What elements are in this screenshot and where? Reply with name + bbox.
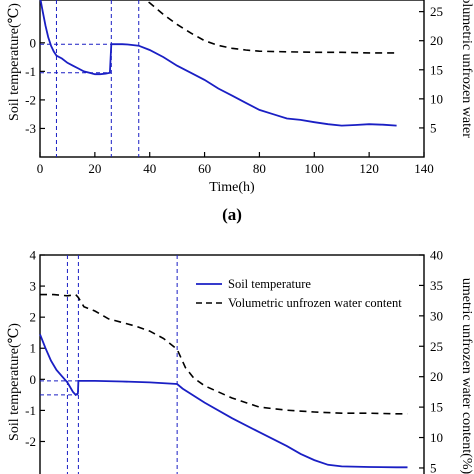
y-left-tick-label: -1 <box>25 403 36 418</box>
guide-lines-a <box>40 0 140 157</box>
y-left-tick-label: -2 <box>25 434 36 449</box>
x-tick-label: 80 <box>253 161 266 176</box>
y-right-tick-label: 25 <box>430 339 443 354</box>
legend: Soil temperature Volumetric unfrozen wat… <box>196 277 402 310</box>
y-right-tick-label: 40 <box>430 248 443 263</box>
x-axis-title-a: Time(h) <box>209 180 255 195</box>
x-tick-label: 40 <box>143 161 156 176</box>
y-right-tick-label: 5 <box>430 460 437 474</box>
y-right-tick-label: 20 <box>430 369 443 384</box>
y-left-tick-label: 0 <box>30 372 37 387</box>
y-left-tick-label: 4 <box>30 248 37 263</box>
x-tick-label: 120 <box>359 161 379 176</box>
y-left-tick-label: -1 <box>25 64 36 79</box>
x-tick-label: 100 <box>305 161 325 176</box>
y-right-tick-label: 20 <box>430 33 443 48</box>
y-right-tick-label: 5 <box>430 120 437 135</box>
y-left-tick-label: -3 <box>25 121 36 136</box>
y-right-tick-label: 15 <box>430 62 443 77</box>
y-right-tick-label: 35 <box>430 278 443 293</box>
soil-temperature-line-a <box>39 0 397 127</box>
chart-panel-a: 0 -1 -2 -3 5 10 15 20 25 0 20 40 60 80 100 120 140 Time(… <box>7 0 474 224</box>
y-right-tick-label: 10 <box>430 430 443 445</box>
y-axis-right-title-a: Volumetric unfrozen water <box>459 0 474 138</box>
ticks-a: 0 -1 -2 -3 5 10 15 20 25 0 20 40 60 80 100 120 140 <box>25 4 443 176</box>
y-left-tick-label: 1 <box>30 341 37 356</box>
x-tick-label: 140 <box>414 161 434 176</box>
y-right-tick-label: 10 <box>430 91 443 106</box>
plot-frame-a <box>39 0 425 158</box>
legend-label-water: Volumetric unfrozen water content <box>228 296 402 310</box>
y-axis-left-title-a: Soil temperature(℃) <box>7 3 22 121</box>
guide-lines-b <box>40 255 178 474</box>
x-tick-label: 20 <box>88 161 101 176</box>
legend-label-temperature: Soil temperature <box>228 277 311 291</box>
y-right-tick-label: 30 <box>430 308 443 323</box>
soil-temperature-line-b <box>39 333 408 469</box>
y-axis-right-title-b: umetric unfrozen water content(%) <box>459 278 474 474</box>
y-left-tick-label: 2 <box>30 310 37 325</box>
water-content-line-a <box>144 0 397 54</box>
y-left-tick-label: 0 <box>30 35 37 50</box>
plot-frame-b <box>39 254 425 474</box>
y-right-tick-label: 15 <box>430 400 443 415</box>
y-left-tick-label: 3 <box>30 279 37 294</box>
x-tick-label: 60 <box>198 161 211 176</box>
panel-label-a: (a) <box>222 205 242 224</box>
y-right-tick-label: 25 <box>430 4 443 19</box>
y-axis-left-title-b: Soil temperature(℃) <box>7 323 22 441</box>
water-content-line-b <box>40 293 408 415</box>
x-tick-label: 0 <box>37 161 44 176</box>
y-left-tick-label: -2 <box>25 92 36 107</box>
